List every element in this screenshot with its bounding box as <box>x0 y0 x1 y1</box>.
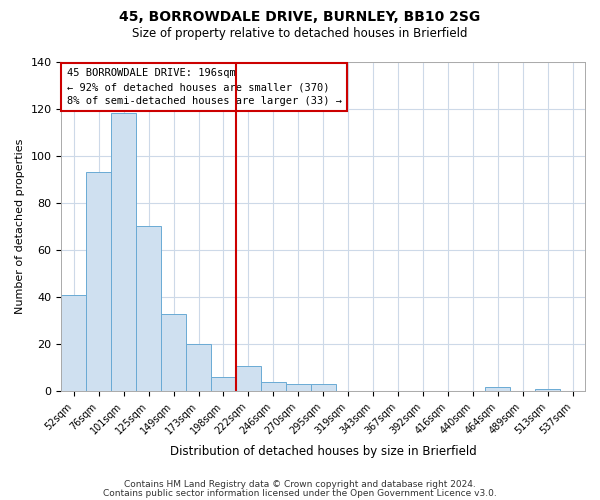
X-axis label: Distribution of detached houses by size in Brierfield: Distribution of detached houses by size … <box>170 444 476 458</box>
Bar <box>535 389 560 392</box>
Text: Contains HM Land Registry data © Crown copyright and database right 2024.: Contains HM Land Registry data © Crown c… <box>124 480 476 489</box>
Bar <box>236 366 261 392</box>
Bar <box>485 386 510 392</box>
Text: Contains public sector information licensed under the Open Government Licence v3: Contains public sector information licen… <box>103 488 497 498</box>
Bar <box>311 384 335 392</box>
Bar <box>261 382 286 392</box>
Bar <box>111 114 136 392</box>
Bar <box>86 172 111 392</box>
Bar <box>136 226 161 392</box>
Bar <box>286 384 311 392</box>
Bar <box>211 378 236 392</box>
Text: 45 BORROWDALE DRIVE: 196sqm
← 92% of detached houses are smaller (370)
8% of sem: 45 BORROWDALE DRIVE: 196sqm ← 92% of det… <box>67 68 341 106</box>
Y-axis label: Number of detached properties: Number of detached properties <box>15 139 25 314</box>
Bar <box>186 344 211 392</box>
Text: Size of property relative to detached houses in Brierfield: Size of property relative to detached ho… <box>132 28 468 40</box>
Bar <box>61 295 86 392</box>
Text: 45, BORROWDALE DRIVE, BURNLEY, BB10 2SG: 45, BORROWDALE DRIVE, BURNLEY, BB10 2SG <box>119 10 481 24</box>
Bar <box>161 314 186 392</box>
